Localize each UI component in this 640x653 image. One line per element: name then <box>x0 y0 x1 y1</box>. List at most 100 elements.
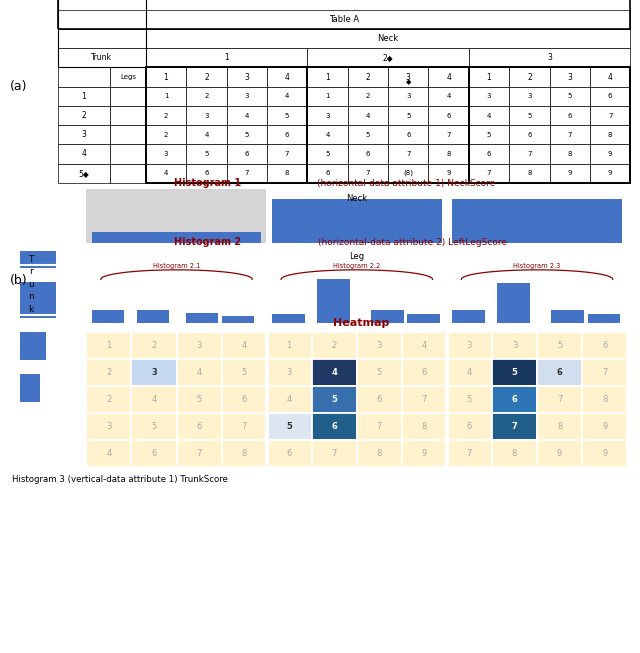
Bar <box>590 67 630 87</box>
Bar <box>537 358 582 386</box>
Text: Trunk: Trunk <box>92 54 112 63</box>
Bar <box>429 125 469 144</box>
Bar <box>221 358 267 386</box>
Bar <box>582 332 627 358</box>
Text: Neck: Neck <box>346 194 367 202</box>
Bar <box>272 315 305 323</box>
Text: 5: 5 <box>244 132 249 138</box>
Text: 5: 5 <box>365 132 370 138</box>
Text: Histogram 1: Histogram 1 <box>175 178 241 188</box>
Text: Leg: Leg <box>349 252 364 261</box>
Text: 7: 7 <box>332 449 337 458</box>
Bar <box>86 440 131 467</box>
Bar <box>550 164 590 183</box>
Bar <box>58 48 146 67</box>
Text: 6: 6 <box>608 93 612 99</box>
Text: 3: 3 <box>204 112 209 119</box>
Bar <box>186 313 218 323</box>
Text: 6: 6 <box>511 395 518 404</box>
Text: 6: 6 <box>568 112 572 119</box>
Bar <box>267 386 312 413</box>
Text: 4: 4 <box>608 72 612 82</box>
Bar <box>177 440 221 467</box>
Text: 6: 6 <box>467 422 472 431</box>
Bar <box>447 332 492 358</box>
Text: 7: 7 <box>244 170 249 176</box>
Text: 3: 3 <box>527 93 532 99</box>
Text: 5: 5 <box>152 422 157 431</box>
Text: 1: 1 <box>325 93 330 99</box>
Bar <box>137 310 170 323</box>
Bar <box>267 67 307 87</box>
Bar <box>146 144 186 164</box>
Bar <box>402 386 447 413</box>
Text: 6: 6 <box>244 151 249 157</box>
Bar <box>550 125 590 144</box>
Text: 5: 5 <box>467 395 472 404</box>
Bar <box>227 106 267 125</box>
Bar <box>227 125 267 144</box>
Bar <box>267 164 307 183</box>
Text: Histogram 2.1: Histogram 2.1 <box>153 263 200 269</box>
Bar <box>312 332 357 358</box>
Text: 3: 3 <box>164 151 168 157</box>
Text: 8: 8 <box>422 422 427 431</box>
Text: 6: 6 <box>365 151 370 157</box>
Text: 5: 5 <box>406 112 410 119</box>
Text: 3: 3 <box>487 93 492 99</box>
Bar <box>267 189 447 243</box>
Text: 5: 5 <box>557 341 562 350</box>
Text: Histogram 2: Histogram 2 <box>175 237 241 247</box>
Text: 5: 5 <box>285 112 289 119</box>
Bar <box>348 87 388 106</box>
Text: 4: 4 <box>287 395 292 404</box>
Text: 2: 2 <box>164 132 168 138</box>
Bar <box>92 310 124 323</box>
Bar <box>186 164 227 183</box>
Bar <box>272 199 442 243</box>
Bar <box>110 87 146 106</box>
Text: 7: 7 <box>365 170 370 176</box>
Bar <box>146 106 186 125</box>
Text: 5: 5 <box>487 132 492 138</box>
Text: 8: 8 <box>447 151 451 157</box>
Text: 4: 4 <box>447 93 451 99</box>
Bar <box>348 125 388 144</box>
Text: 9: 9 <box>557 449 562 458</box>
Text: Heatmap: Heatmap <box>333 318 390 328</box>
Bar <box>20 332 46 360</box>
Text: 8: 8 <box>241 449 247 458</box>
Bar <box>348 144 388 164</box>
Text: T
r
u
n
k: T r u n k <box>28 255 33 314</box>
Bar <box>492 440 537 467</box>
Bar <box>186 67 227 87</box>
Bar <box>469 67 509 87</box>
Bar <box>146 164 186 183</box>
Bar <box>357 358 402 386</box>
Bar <box>357 332 402 358</box>
Bar <box>590 87 630 106</box>
Bar <box>110 144 146 164</box>
Text: 3: 3 <box>547 54 552 63</box>
Bar <box>582 440 627 467</box>
Bar <box>86 189 267 243</box>
Text: 6: 6 <box>325 170 330 176</box>
Bar <box>58 29 146 48</box>
Text: 6: 6 <box>151 449 157 458</box>
Bar <box>388 106 429 125</box>
Text: 4: 4 <box>487 112 492 119</box>
Text: 4: 4 <box>152 395 157 404</box>
Text: 5: 5 <box>241 368 247 377</box>
Bar <box>447 413 492 440</box>
Bar <box>110 106 146 125</box>
Bar <box>371 310 404 323</box>
Bar <box>146 29 630 48</box>
Bar <box>221 316 254 323</box>
Text: 2: 2 <box>204 72 209 82</box>
Bar <box>177 332 221 358</box>
Bar <box>537 386 582 413</box>
Text: Histogram 3 (vertical-data attribute 1) TrunkScore: Histogram 3 (vertical-data attribute 1) … <box>12 475 227 485</box>
Bar <box>537 440 582 467</box>
Bar <box>388 67 429 87</box>
Bar <box>58 0 146 67</box>
